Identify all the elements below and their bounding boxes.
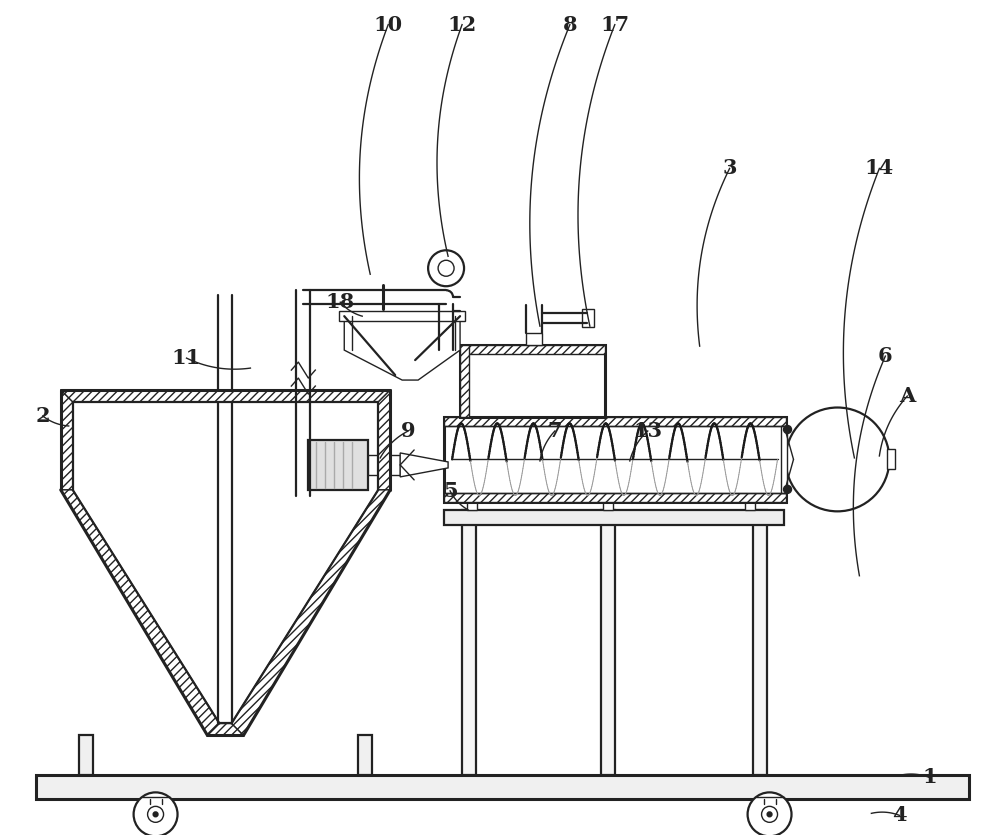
Polygon shape (61, 390, 73, 490)
Text: 8: 8 (563, 15, 577, 34)
Circle shape (786, 407, 889, 512)
Text: 11: 11 (172, 348, 201, 368)
Text: 7: 7 (548, 421, 562, 441)
Circle shape (148, 807, 164, 823)
Bar (460, 345, 605, 354)
Text: 10: 10 (374, 15, 403, 34)
Polygon shape (400, 453, 448, 477)
Polygon shape (61, 390, 390, 402)
Text: 12: 12 (447, 15, 477, 34)
Bar (460, 345, 469, 417)
Bar (358, 736, 372, 776)
Bar (79, 736, 93, 776)
Bar (36, 776, 969, 799)
Circle shape (154, 813, 158, 816)
Bar (745, 502, 755, 510)
Circle shape (784, 426, 792, 434)
Circle shape (134, 793, 178, 836)
Bar (603, 502, 613, 510)
Text: 6: 6 (878, 346, 893, 366)
Bar (444, 417, 786, 426)
Bar (308, 440, 368, 490)
Bar (887, 450, 895, 470)
Polygon shape (344, 316, 460, 380)
Circle shape (784, 486, 792, 493)
Bar (462, 510, 476, 776)
Circle shape (748, 793, 792, 836)
Circle shape (762, 807, 778, 823)
Circle shape (768, 813, 772, 816)
Bar (753, 510, 767, 776)
Text: 4: 4 (892, 805, 907, 825)
Bar (467, 502, 477, 510)
Text: 1: 1 (922, 767, 937, 788)
Text: 13: 13 (633, 421, 662, 441)
Text: 3: 3 (722, 158, 737, 178)
Text: 5: 5 (443, 481, 457, 501)
Bar (444, 510, 784, 525)
Polygon shape (231, 490, 390, 736)
Circle shape (438, 260, 454, 276)
Bar (339, 311, 465, 321)
Text: 17: 17 (600, 15, 629, 34)
Bar (526, 333, 542, 345)
Bar (460, 345, 605, 417)
Polygon shape (207, 723, 243, 736)
Bar (601, 510, 615, 776)
Bar (582, 309, 594, 327)
Bar (444, 417, 786, 502)
Text: 9: 9 (401, 421, 415, 441)
Polygon shape (61, 490, 219, 736)
Text: 18: 18 (326, 293, 355, 312)
Polygon shape (378, 390, 390, 490)
Text: A: A (899, 386, 915, 406)
Bar (444, 493, 786, 502)
Text: 2: 2 (35, 406, 50, 426)
Bar (781, 426, 787, 493)
Circle shape (428, 250, 464, 286)
Text: 14: 14 (865, 158, 894, 178)
Bar (368, 455, 400, 475)
